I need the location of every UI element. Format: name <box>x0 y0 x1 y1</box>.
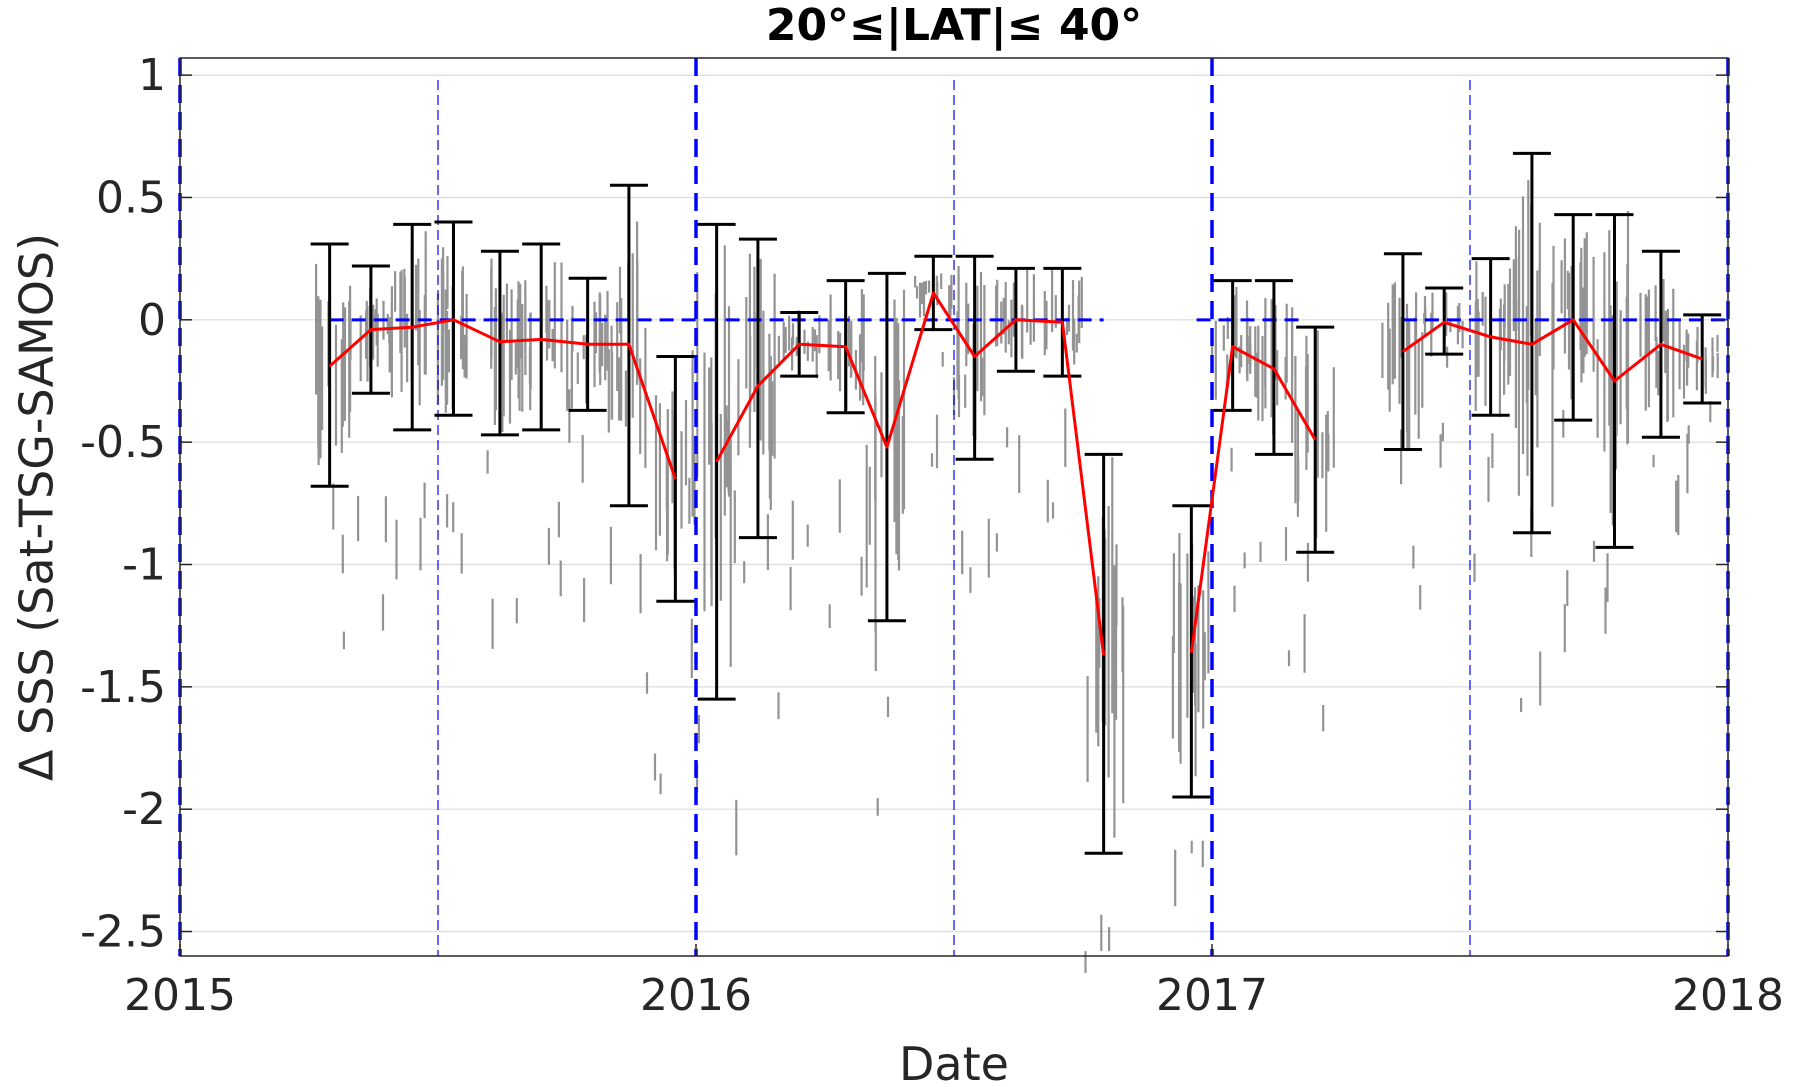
chart-title: 20°≤|LAT|≤ 40° <box>766 0 1142 51</box>
y-tick-label-5: -1.5 <box>80 662 166 713</box>
y-tick-label-7: -2.5 <box>80 907 166 958</box>
mean-line-3 <box>1402 318 1703 383</box>
y-tick-label-0: 1 <box>138 50 166 101</box>
axis-ticks: 1 0.5 0 -0.5 -1 -1.5 -2 -2.5 2015 2016 2017 2018 <box>80 50 1784 1021</box>
y-tick-label-1: 0.5 <box>96 172 166 223</box>
x-tick-label-3: 2018 <box>1672 970 1784 1021</box>
mean-line-2 <box>1189 345 1317 653</box>
y-tick-label-2: 0 <box>138 295 166 346</box>
plot-frame <box>179 57 1729 957</box>
x-axis-label: Date <box>899 1037 1009 1087</box>
mean-line-0 <box>328 318 677 480</box>
y-tick-label-6: -2 <box>122 784 166 835</box>
x-tick-label-0: 2015 <box>124 970 236 1021</box>
mean-line-1 <box>715 291 1106 656</box>
x-tick-label-1: 2016 <box>640 970 752 1021</box>
error-bar-1-0 <box>697 222 736 701</box>
error-bar-0-5 <box>522 242 561 432</box>
x-tick-label-2: 2017 <box>1156 970 1268 1021</box>
error-bar-2-3 <box>1296 325 1335 554</box>
y-tick-label-3: -0.5 <box>80 417 166 468</box>
error-bar-3-4 <box>1554 213 1593 422</box>
y-tick-label-4: -1 <box>122 540 166 591</box>
y-axis-label: Δ SSS (Sat-TSG-SAMOS) <box>10 233 64 781</box>
mean-lines <box>328 291 1703 656</box>
